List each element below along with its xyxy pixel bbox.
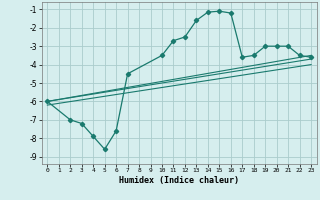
X-axis label: Humidex (Indice chaleur): Humidex (Indice chaleur) (119, 176, 239, 185)
